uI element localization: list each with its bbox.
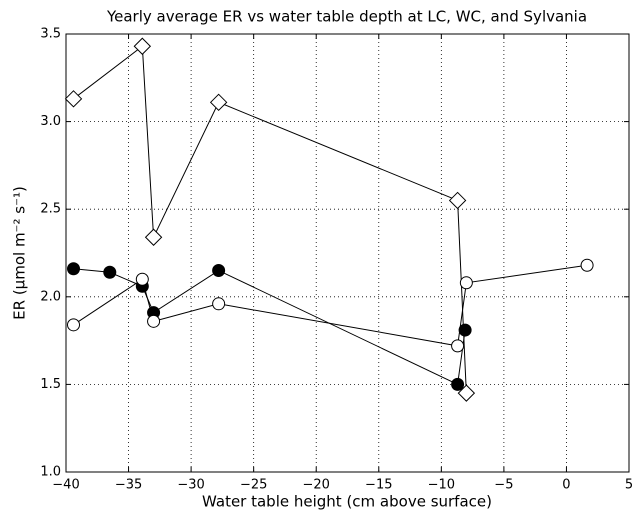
x-tick-label: −30 <box>177 478 204 493</box>
circle-marker <box>135 272 149 286</box>
circle-marker <box>451 339 465 353</box>
circle-marker <box>451 377 465 391</box>
diamond-marker <box>448 191 467 210</box>
plot-frame <box>65 33 630 473</box>
series-line <box>73 45 467 394</box>
y-axis-label: ER (μmol m⁻² s⁻¹) <box>11 186 29 320</box>
circle-marker <box>103 265 117 279</box>
diamond-marker <box>209 93 228 112</box>
x-tick-label: −10 <box>428 478 455 493</box>
circle-marker <box>212 264 226 278</box>
diamond-marker <box>457 384 476 402</box>
y-tick-label: 2.5 <box>40 202 61 217</box>
x-tick-label: −40 <box>52 478 79 493</box>
circle-marker <box>67 262 81 276</box>
chart-title: Yearly average ER vs water table depth a… <box>106 8 587 26</box>
circle-marker <box>147 314 161 328</box>
circle-marker <box>458 323 472 337</box>
y-tick-label: 3.0 <box>40 114 61 129</box>
diamond-marker <box>144 228 163 246</box>
x-axis-label: Water table height (cm above surface) <box>202 493 492 511</box>
y-tick-label: 1.0 <box>40 465 61 480</box>
x-tick-label: −5 <box>494 478 513 493</box>
diamond-marker <box>133 37 152 55</box>
circle-marker <box>67 318 81 332</box>
x-tick-label: −20 <box>303 478 330 493</box>
diamond-marker <box>64 90 83 108</box>
circle-marker <box>580 258 594 272</box>
x-tick-label: −35 <box>115 478 142 493</box>
y-tick-label: 3.5 <box>40 27 61 42</box>
y-tick-label: 2.0 <box>40 289 61 304</box>
circle-marker <box>212 297 226 311</box>
circle-marker <box>459 276 473 290</box>
y-tick-label: 1.5 <box>40 377 61 392</box>
x-tick-label: 0 <box>562 478 570 493</box>
x-tick-label: −15 <box>365 478 392 493</box>
x-tick-label: 5 <box>625 478 633 493</box>
x-tick-label: −25 <box>240 478 267 493</box>
